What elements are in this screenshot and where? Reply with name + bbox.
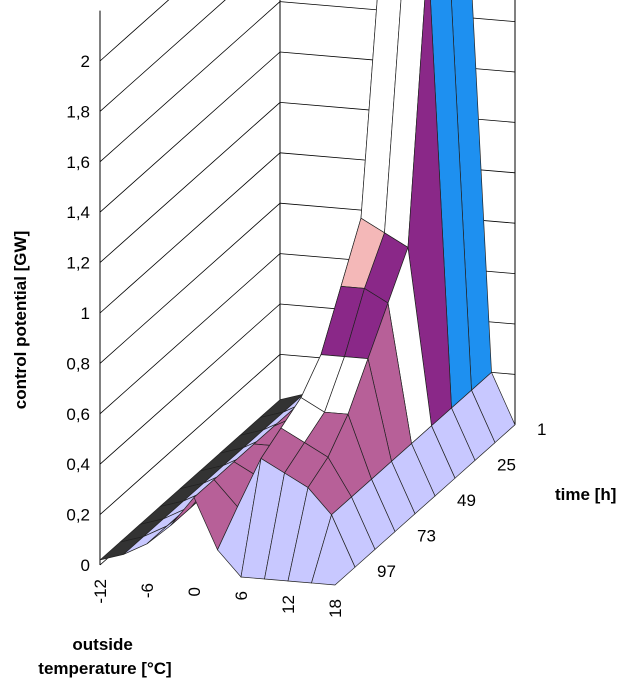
z-axis-ticks: 0 0,2 0,4 0,6 0,8 1 1,2 1,4 1,6 1,8 2 <box>66 52 90 575</box>
y-axis-ticks: 1 25 49 73 97 <box>377 420 546 581</box>
z-axis-title: control potential [GW] <box>11 231 30 409</box>
z-gridline-left <box>99 1 281 163</box>
z-gridline-left <box>99 202 281 364</box>
x-tick-label: 6 <box>232 591 251 600</box>
z-gridline-left <box>99 0 226 112</box>
x-axis-ticks: -12 -6 0 6 12 18 <box>91 579 345 618</box>
y-tick-label: 25 <box>497 455 516 474</box>
y-tick-label: 1 <box>537 420 546 439</box>
z-tick-label: 0 <box>81 556 90 575</box>
y-tick-label: 73 <box>417 527 436 546</box>
surface-plot <box>99 0 516 586</box>
x-axis-title-line-1: outside <box>72 635 132 654</box>
x-tick-label: 12 <box>279 595 298 614</box>
z-gridline-left <box>99 51 281 213</box>
z-tick-label: 0,4 <box>66 455 90 474</box>
y-tick-label: 97 <box>377 562 396 581</box>
z-tick-label: 1 <box>81 304 90 323</box>
x-axis-title-line-2: temperature [°C] <box>38 659 171 678</box>
x-tick-label: -12 <box>91 579 110 604</box>
z-tick-label: 0,8 <box>66 354 90 373</box>
z-tick-label: 1,4 <box>66 203 90 222</box>
z-gridline-left <box>99 102 281 263</box>
z-tick-label: 2 <box>81 52 90 71</box>
z-gridline-left <box>99 253 281 415</box>
z-tick-label: 0,6 <box>66 405 90 424</box>
x-tick-label: -6 <box>138 583 157 598</box>
y-axis-title: time [h] <box>555 485 616 504</box>
x-tick-label: 0 <box>185 587 204 596</box>
y-tick-label: 49 <box>457 491 476 510</box>
x-tick-label: 18 <box>326 599 345 618</box>
z-tick-label: 1,8 <box>66 102 90 121</box>
z-tick-label: 0,2 <box>66 506 90 525</box>
surface-cell <box>311 513 356 586</box>
z-tick-label: 1,2 <box>66 254 90 273</box>
z-tick-label: 1,6 <box>66 153 90 172</box>
z-gridline-left <box>99 354 281 515</box>
z-gridline-left <box>99 303 281 465</box>
z-gridline-left <box>99 152 281 314</box>
x-axis-title: outside temperature [°C] <box>38 635 171 678</box>
z-gridline-left <box>99 0 170 62</box>
